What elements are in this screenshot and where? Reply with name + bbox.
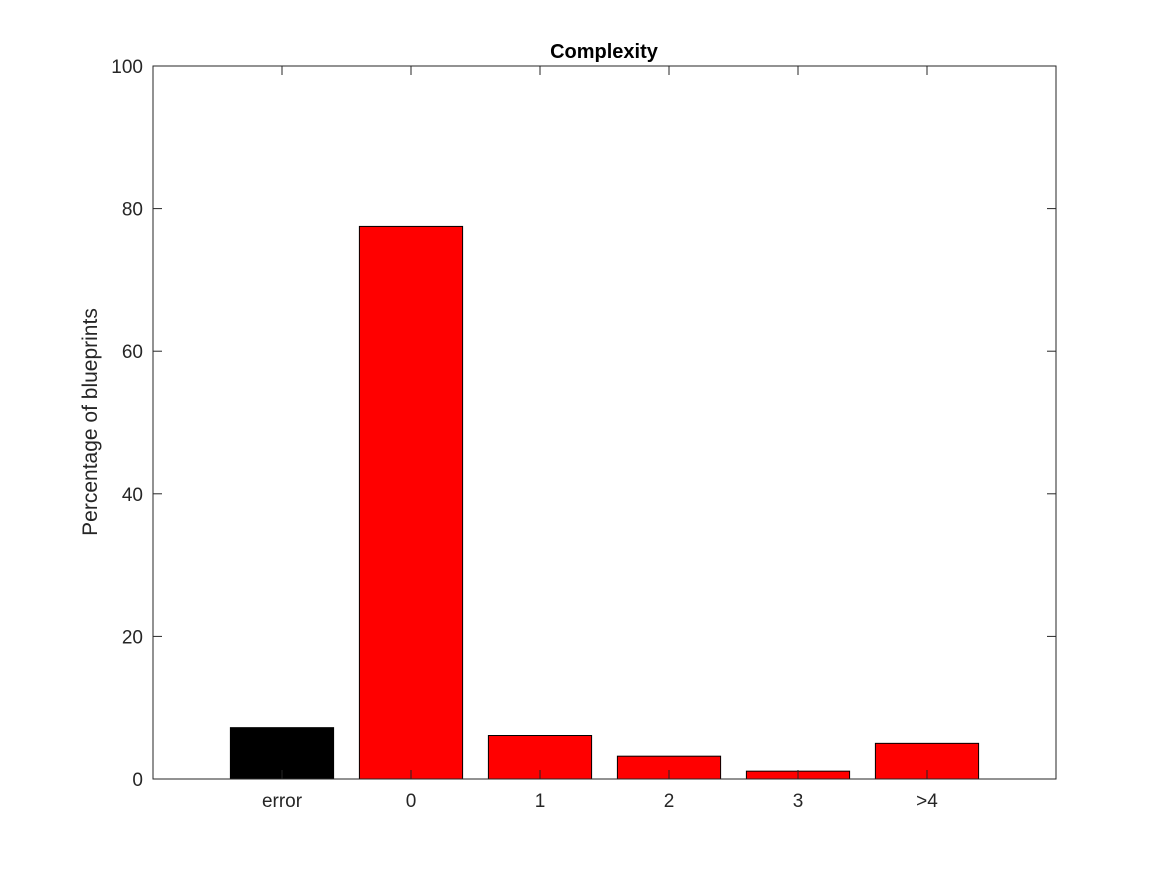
x-tick-label-0: error xyxy=(262,791,303,812)
y-tick-label-2: 40 xyxy=(122,485,143,506)
x-tick-label-2: 1 xyxy=(535,791,546,812)
y-tick-label-5: 100 xyxy=(111,57,143,78)
bars-layer xyxy=(229,225,980,780)
plot-background xyxy=(153,66,1056,779)
y-tick-label-4: 80 xyxy=(122,200,143,221)
y-axis-label: Percentage of blueprints xyxy=(79,308,102,536)
plot-frame xyxy=(152,65,1057,780)
bar-1 xyxy=(358,225,464,780)
y-tick-label-3: 60 xyxy=(122,342,143,363)
y-tick-label-0: 0 xyxy=(132,770,143,791)
x-tick-label-3: 2 xyxy=(664,791,675,812)
x-tick-label-1: 0 xyxy=(406,791,417,812)
x-tick-label-4: 3 xyxy=(793,791,804,812)
bar-2 xyxy=(487,735,593,780)
x-tick-label-5: >4 xyxy=(916,791,938,812)
chart-title: Complexity xyxy=(550,41,659,63)
ticks-layer: error 0 1 2 3 >4 0 20 40 60 80 100 xyxy=(111,57,1056,812)
y-tick-label-1: 20 xyxy=(122,627,143,648)
